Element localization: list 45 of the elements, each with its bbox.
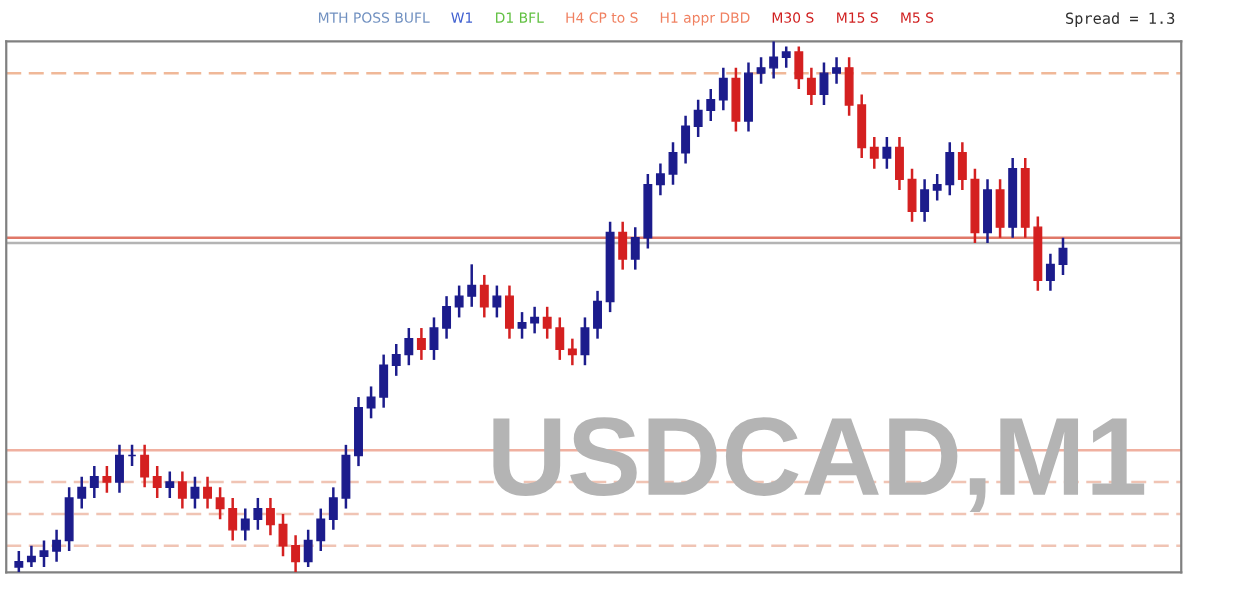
candlestick: [920, 178, 930, 224]
candlestick: [681, 114, 691, 165]
candlestick: [894, 135, 904, 192]
candlestick: [983, 178, 992, 245]
candlestick: [718, 66, 728, 112]
candlestick: [291, 533, 301, 573]
candlestick: [14, 549, 24, 573]
candlestick: [995, 178, 1005, 240]
candlestick: [152, 464, 162, 500]
candlestick: [882, 135, 892, 170]
candlestick: [26, 544, 36, 569]
candlestick: [832, 55, 842, 86]
candlestick: [89, 464, 99, 500]
candlestick: [618, 220, 628, 271]
candlestick: [869, 135, 879, 170]
candlestick: [479, 273, 489, 319]
candlestick: [52, 528, 62, 563]
candlestick: [593, 289, 602, 340]
candlestick: [731, 66, 741, 133]
candlestick: [39, 539, 49, 569]
candlestick: [819, 61, 829, 107]
candlestick: [492, 284, 502, 319]
candlestick: [265, 496, 275, 537]
candlestick: [668, 140, 678, 186]
candlestick: [416, 326, 426, 362]
candlestick: [165, 470, 175, 500]
candlestick: [177, 470, 187, 510]
candlestick: [429, 316, 439, 362]
candlestick: [140, 443, 150, 489]
candlestick: [655, 162, 665, 197]
candlestick: [115, 443, 124, 494]
candlestick: [806, 66, 816, 107]
candlestick: [794, 45, 804, 91]
candlestick: [102, 464, 112, 494]
candlestick: [354, 395, 363, 468]
candlestick: [907, 167, 917, 224]
candlestick: [1045, 252, 1055, 293]
candlestick: [203, 475, 213, 510]
candlestick: [567, 337, 577, 367]
candlestick: [781, 45, 791, 70]
candlestick: [580, 316, 590, 367]
candlestick: [744, 61, 753, 133]
candlestick: [442, 294, 452, 340]
candlestick: [504, 284, 514, 340]
candlestick: [190, 475, 200, 510]
